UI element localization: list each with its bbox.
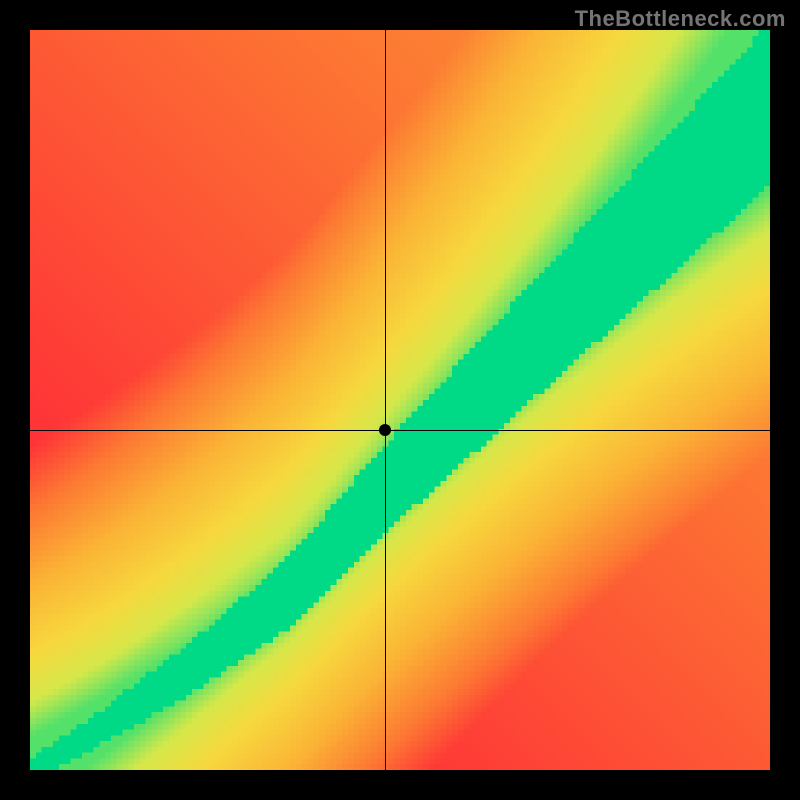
- crosshair-horizontal: [30, 430, 770, 431]
- watermark-text: TheBottleneck.com: [575, 6, 786, 32]
- plot-area: [30, 30, 770, 770]
- heatmap-canvas: [30, 30, 770, 770]
- data-point-marker: [379, 424, 391, 436]
- crosshair-vertical: [385, 30, 386, 770]
- chart-container: TheBottleneck.com: [0, 0, 800, 800]
